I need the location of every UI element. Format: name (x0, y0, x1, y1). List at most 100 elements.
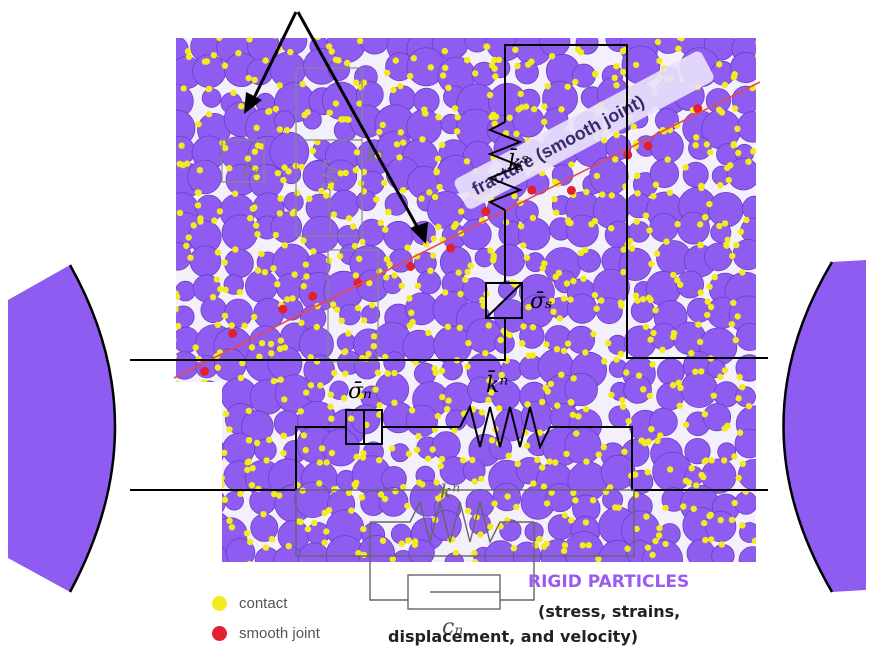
contact-point (539, 398, 546, 406)
contact-point (418, 195, 425, 202)
ks-bar-label: k̄ˢ (508, 148, 529, 176)
contact-point (541, 103, 548, 110)
contact-point (246, 38, 253, 43)
contact-point (195, 121, 202, 128)
contact-point (165, 217, 171, 223)
cn-label: cₙ (442, 615, 463, 640)
sigma-s-label: σ̄ₛ (530, 289, 552, 314)
contact-point (544, 83, 551, 90)
contact-point (176, 306, 179, 313)
contact-point (698, 184, 705, 192)
contact-point (679, 30, 685, 36)
contact-point (593, 305, 600, 312)
contact-point (563, 280, 571, 287)
contact-point (400, 187, 407, 194)
contact-point (585, 542, 592, 549)
contact-point (456, 324, 463, 331)
contact-point (359, 238, 366, 245)
contact-point (704, 31, 710, 37)
contact-point (536, 429, 544, 436)
contact-point (633, 525, 640, 533)
contact-point (382, 226, 389, 233)
contact-point (580, 275, 587, 282)
contact-point (176, 337, 177, 342)
particle (711, 544, 735, 562)
contact-point (379, 121, 386, 129)
contact-point (695, 321, 702, 328)
contact-point (758, 195, 764, 201)
legend-label-smooth-joint: smooth joint (239, 624, 320, 642)
fracture-line (173, 81, 761, 379)
contact-point (222, 144, 229, 152)
smooth-joint-point (566, 185, 576, 195)
contact-point (558, 371, 565, 378)
contact-point (487, 247, 494, 254)
contact-point (731, 105, 739, 112)
contact-point (759, 112, 765, 118)
contact-point (337, 170, 344, 177)
contact-point (465, 339, 472, 347)
contact-point (216, 208, 224, 215)
contact-point (169, 368, 175, 374)
contact-point (633, 218, 640, 225)
contact-point (425, 329, 432, 337)
contact-point (183, 242, 190, 249)
particle (519, 323, 545, 349)
contact-point (472, 70, 479, 77)
contact-point (706, 29, 712, 35)
contact-point (430, 252, 437, 259)
contact-point (196, 561, 200, 562)
contact-point (241, 322, 248, 329)
smooth-joint-point (406, 261, 415, 271)
arrowhead-right (410, 222, 428, 244)
contact-point (503, 219, 510, 226)
contact-point (314, 38, 321, 41)
particle (563, 531, 604, 562)
contact-point (734, 125, 741, 132)
contact-point (682, 421, 690, 428)
contact-point (729, 252, 736, 260)
contact-point (739, 460, 746, 467)
contact-point (284, 296, 291, 303)
contact-point (258, 143, 265, 150)
contact-point (307, 382, 315, 389)
contact-point (707, 149, 714, 156)
contact-point (298, 319, 305, 326)
contact-point (253, 439, 261, 447)
contact-point (356, 38, 364, 44)
particle (684, 437, 711, 465)
contact-point (268, 535, 276, 543)
contact-point (632, 292, 640, 299)
contact-point (492, 73, 499, 80)
contact-point (185, 53, 193, 61)
contact-point (682, 164, 689, 171)
contact-point (347, 415, 355, 422)
contact-point (548, 53, 556, 60)
contact-dot-icon (212, 595, 227, 611)
contact-point (427, 64, 434, 71)
contact-point (706, 283, 713, 290)
particle (736, 111, 756, 143)
contact-point (688, 350, 695, 357)
particle (539, 38, 571, 57)
contact-point (488, 437, 496, 444)
contact-point (760, 332, 766, 338)
contact-point (379, 537, 387, 544)
contact-point (176, 322, 182, 330)
smooth-joint-point (446, 243, 456, 253)
contact-point (192, 344, 199, 351)
contact-point (331, 485, 338, 493)
contact-point (439, 72, 447, 79)
contact-point (682, 477, 690, 484)
contact-point (655, 532, 663, 539)
contact-point (652, 307, 659, 314)
contact-point (703, 563, 709, 569)
contact-point (717, 182, 724, 189)
contact-point (184, 48, 192, 55)
contact-point (259, 567, 265, 573)
contact-point (185, 234, 192, 241)
contact-point (221, 259, 228, 266)
contact-point (643, 513, 650, 520)
contact-point (180, 85, 187, 92)
